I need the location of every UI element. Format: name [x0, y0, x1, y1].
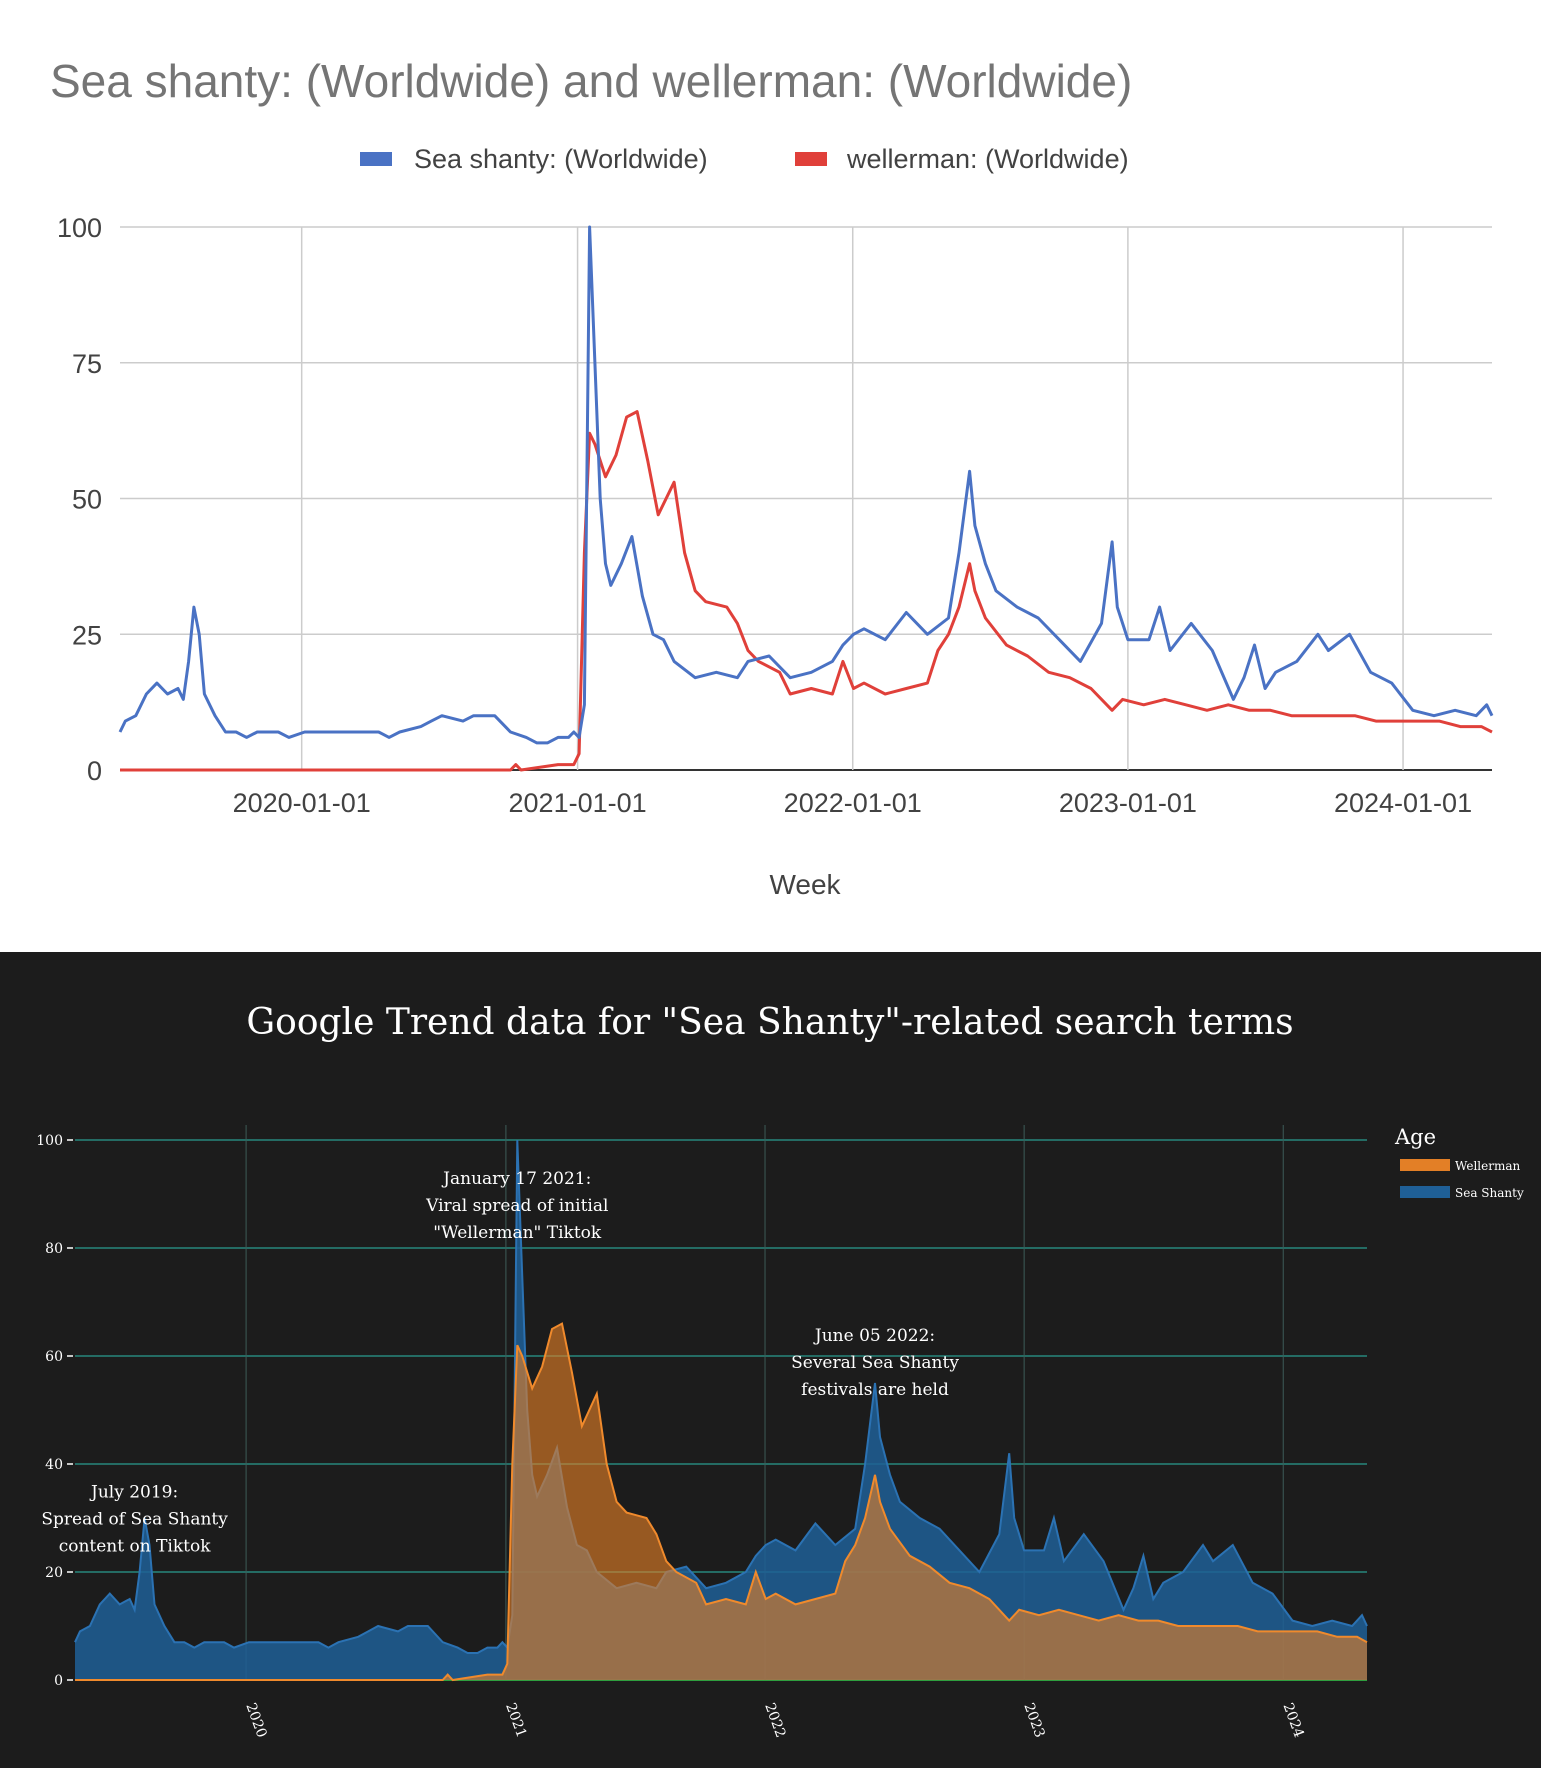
- annotation-june-2022: June 05 2022: Several Sea Shanty festiva…: [791, 1326, 959, 1400]
- chart2-series: [74, 1139, 1368, 1682]
- annotation-july-2019: July 2019: Spread of Sea Shanty content …: [41, 1482, 228, 1556]
- y-tick-label: 100: [36, 1133, 63, 1149]
- annotation-january-2021: January 17 2021: Viral spread of initial…: [425, 1169, 608, 1243]
- annotation-line: July 2019:: [89, 1482, 178, 1502]
- y-tick-label: 100: [57, 213, 102, 243]
- chart1-background: [0, 0, 1541, 920]
- annotation-line: festivals are held: [801, 1380, 949, 1400]
- annotation-line: June 05 2022:: [813, 1326, 935, 1346]
- line-wellerman: [75, 1322, 1368, 1682]
- annotation-line: content on Tiktok: [59, 1536, 212, 1556]
- y-tick-label: 0: [87, 756, 102, 786]
- legend-swatch-wellerman: [795, 152, 827, 166]
- x-tick-label: 2022-01-01: [784, 788, 922, 818]
- series-line-wellerman: [120, 410, 1493, 772]
- chart1-x-axis: 2020-01-01 2021-01-01 2022-01-01 2023-01…: [233, 788, 1472, 818]
- chart2-x-axis: 2020 2021 2022 2023 2024: [242, 1701, 1306, 1740]
- area-chart: Google Trend data for "Sea Shanty"-relat…: [0, 952, 1541, 1768]
- annotation-line: "Wellerman" Tiktok: [433, 1223, 602, 1243]
- chart1-y-axis: 0 25 50 75 100: [57, 213, 102, 786]
- y-tick-label: 0: [54, 1673, 63, 1689]
- legend-label-wellerman: wellerman: (Worldwide): [846, 144, 1129, 174]
- y-tick-label: 25: [72, 620, 102, 650]
- chart2-legend: Age Wellerman Sea Shanty: [1394, 1125, 1524, 1200]
- x-tick-label: 2020-01-01: [233, 788, 371, 818]
- x-tick-label: 2023-01-01: [1059, 788, 1197, 818]
- annotation-line: January 17 2021:: [441, 1169, 591, 1189]
- chart2-y-axis: 0 20 40 60 80 100: [36, 1133, 63, 1689]
- chart1-series: [118, 225, 1494, 772]
- x-tick-label: 2021-01-01: [509, 788, 647, 818]
- legend-title: Age: [1394, 1125, 1436, 1149]
- chart1-gridlines: [120, 226, 1492, 771]
- legend-swatch-sea-shanty[interactable]: [1400, 1186, 1450, 1198]
- chart2-title: Google Trend data for "Sea Shanty"-relat…: [246, 1002, 1293, 1043]
- x-tick-label: 2024-01-01: [1334, 788, 1472, 818]
- y-tick-label: 50: [72, 485, 102, 515]
- y-tick-label: 60: [45, 1349, 63, 1365]
- y-tick-label: 80: [45, 1241, 63, 1257]
- legend-swatch-sea-shanty: [360, 152, 392, 166]
- series-line-sea-shanty: [118, 225, 1494, 745]
- chart1-x-axis-title: Week: [769, 869, 841, 900]
- legend-label-wellerman: Wellerman: [1455, 1159, 1521, 1173]
- annotation-line: Viral spread of initial: [425, 1196, 608, 1216]
- legend-label-sea-shanty: Sea shanty: (Worldwide): [414, 144, 708, 174]
- area-wellerman: [75, 1323, 1367, 1680]
- chart1-legend: Sea shanty: (Worldwide) wellerman: (Worl…: [360, 144, 1129, 174]
- chart1-title: Sea shanty: (Worldwide) and wellerman: (…: [50, 55, 1132, 107]
- y-tick-label: 75: [72, 349, 102, 379]
- annotation-line: Spread of Sea Shanty: [41, 1509, 228, 1529]
- annotation-line: Several Sea Shanty: [791, 1353, 959, 1373]
- chart2-annotations: July 2019: Spread of Sea Shanty content …: [41, 1169, 959, 1556]
- y-tick-label: 20: [45, 1565, 63, 1581]
- y-tick-label: 40: [45, 1457, 63, 1473]
- line-chart: Sea shanty: (Worldwide) and wellerman: (…: [0, 0, 1541, 920]
- legend-label-sea-shanty: Sea Shanty: [1455, 1186, 1524, 1200]
- legend-swatch-wellerman[interactable]: [1400, 1159, 1450, 1171]
